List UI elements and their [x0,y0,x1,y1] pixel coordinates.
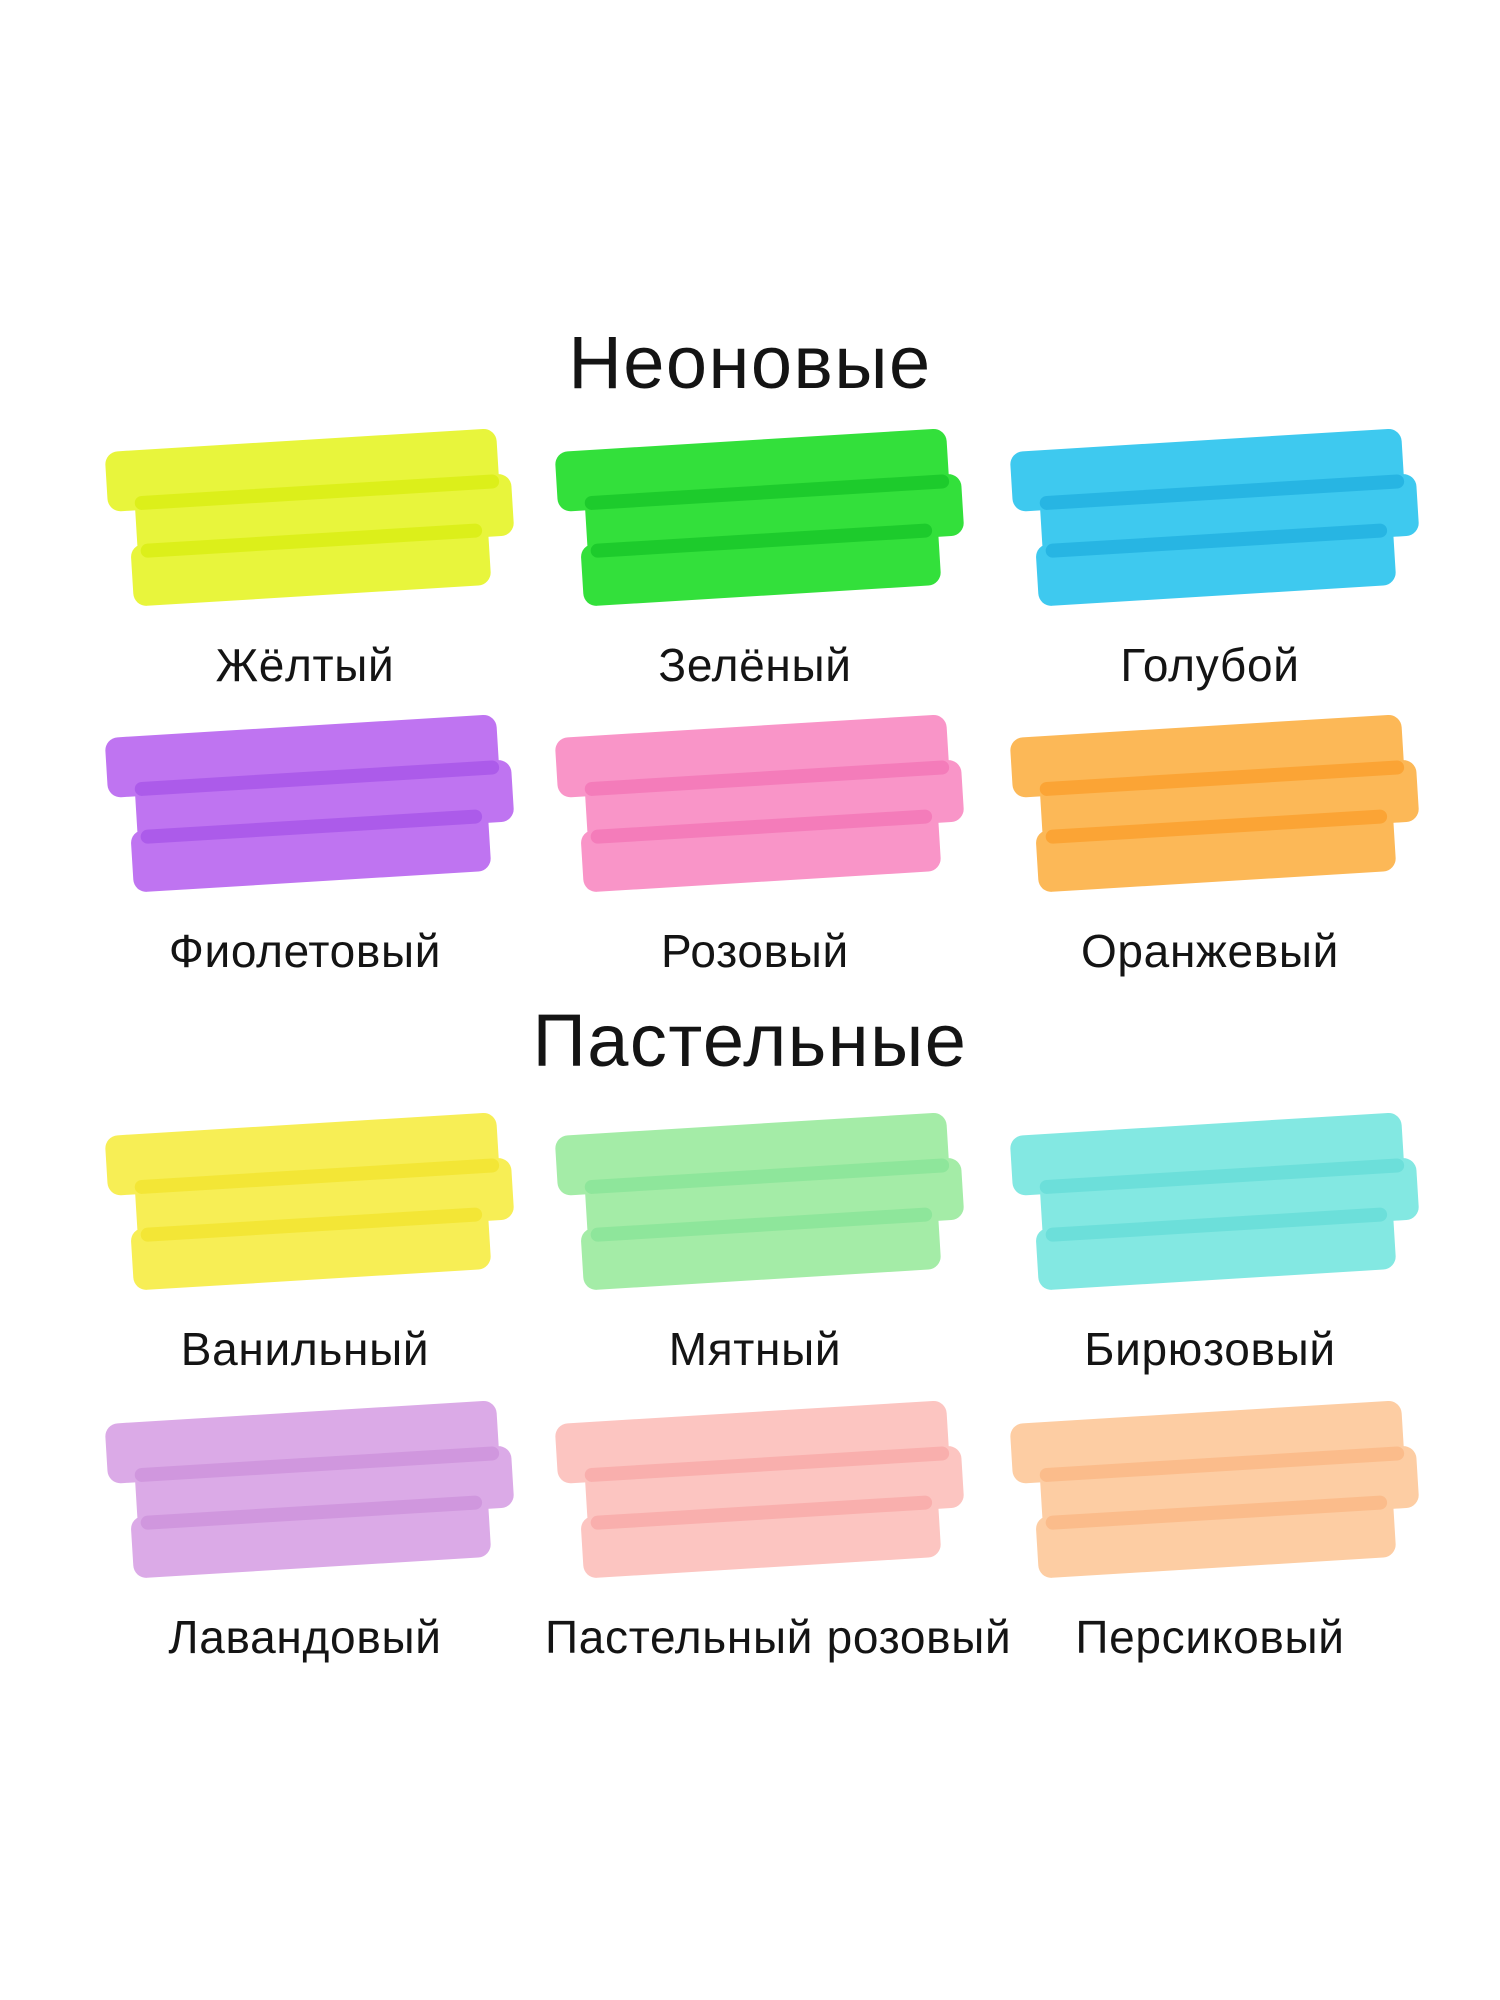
stroke-overlap-band [134,1446,500,1482]
swatch-cell: Жёлтый [95,426,515,691]
swatch-cell: Ванильный [95,1110,515,1375]
stroke-overlap-band [1039,1446,1405,1482]
swatch-label: Розовый [661,925,849,977]
section-title-pastel: Пастельные [532,999,968,1082]
stroke-overlap-band [584,1446,950,1482]
swatch-cell: Персиковый [1000,1398,1420,1663]
stroke-overlap-band [1045,1207,1388,1242]
swatch-cell: Оранжевый [1000,712,1420,977]
swatch-label: Голубой [1120,639,1300,691]
swatch-label: Персиковый [1075,1611,1345,1663]
stroke-overlap-band [1039,760,1405,796]
section-title-neon: Неоновые [568,321,932,404]
swatch-label: Оранжевый [1080,925,1340,977]
stroke-overlap-band [140,1495,483,1530]
stroke-overlap-band [140,523,483,558]
stroke-overlap-band [590,523,933,558]
swatch-label: Лавандовый [168,1611,442,1663]
stroke-overlap-band [140,809,483,844]
highlighter-swatch [105,428,514,606]
swatch-cell: Лавандовый [95,1398,515,1663]
stroke-overlap-band [134,474,500,510]
swatch-label: Жёлтый [215,639,395,691]
swatch-cell: Розовый [545,712,965,977]
highlighter-swatch [555,428,964,606]
stroke-overlap-band [134,1158,500,1194]
stroke-overlap-band [1039,474,1405,510]
swatch-label: Бирюзовый [1084,1323,1336,1375]
highlighter-swatch [105,1112,514,1290]
highlighter-swatch [105,714,514,892]
swatch-cell: Голубой [1000,426,1420,691]
stroke-overlap-band [140,1207,483,1242]
highlighter-swatch [555,1112,964,1290]
stroke-overlap-band [584,760,950,796]
highlighter-swatch [1010,428,1419,606]
swatch-cell: Мятный [545,1110,965,1375]
highlighter-swatch [555,1400,964,1578]
swatch-cell: Пастельный розовый [545,1398,1012,1663]
stroke-overlap-band [134,760,500,796]
stroke-overlap-band [1045,809,1388,844]
swatch-label: Фиолетовый [168,925,442,977]
stroke-overlap-band [590,1207,933,1242]
swatch-label: Ванильный [180,1323,430,1375]
highlighter-swatch [1010,1400,1419,1578]
highlighter-swatch [1010,1112,1419,1290]
stroke-overlap-band [1039,1158,1405,1194]
stroke-overlap-band [1045,523,1388,558]
stroke-overlap-band [590,1495,933,1530]
swatch-label: Пастельный розовый [545,1611,1012,1663]
swatch-label: Зелёный [658,639,852,691]
stroke-overlap-band [584,474,950,510]
highlighter-swatch [555,714,964,892]
stroke-overlap-band [584,1158,950,1194]
highlighter-swatch [105,1400,514,1578]
swatch-cell: Бирюзовый [1000,1110,1420,1375]
swatch-label: Мятный [668,1323,842,1375]
stroke-overlap-band [1045,1495,1388,1530]
highlighter-swatch [1010,714,1419,892]
swatch-cell: Зелёный [545,426,965,691]
stroke-overlap-band [590,809,933,844]
swatch-cell: Фиолетовый [95,712,515,977]
